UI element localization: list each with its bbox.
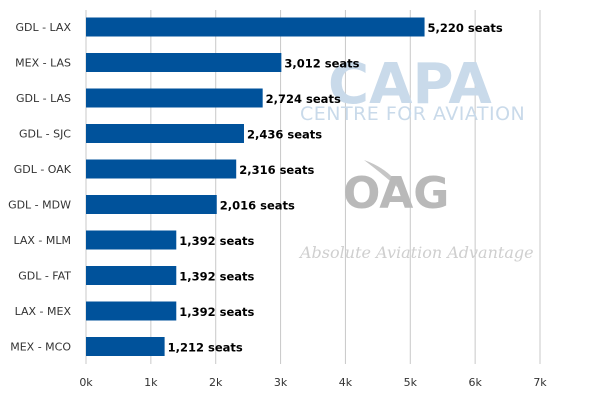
bar (86, 337, 165, 356)
data-label: 2,436 seats (247, 128, 322, 142)
data-label: 2,724 seats (266, 92, 341, 106)
data-label: 3,012 seats (284, 57, 359, 71)
data-label: 2,316 seats (239, 163, 314, 177)
x-tick-label: 2k (209, 376, 223, 389)
x-tick-label: 0k (79, 376, 93, 389)
oag-tagline-watermark: Absolute Aviation Advantage (298, 243, 534, 262)
category-label: GDL - LAX (15, 21, 71, 34)
category-label: MEX - MCO (10, 341, 71, 354)
x-tick-label: 5k (404, 376, 418, 389)
bar (86, 159, 237, 179)
data-label: 1,392 seats (179, 270, 254, 284)
x-tick-label: 7k (533, 376, 547, 389)
category-label: GDL - LAS (16, 92, 71, 105)
x-tick-label: 3k (274, 376, 288, 389)
data-label: 5,220 seats (428, 21, 503, 35)
category-label: GDL - OAK (14, 163, 72, 176)
category-label: GDL - SJC (19, 128, 71, 141)
category-label: MEX - LAS (15, 57, 71, 70)
x-tick-label: 4k (339, 376, 353, 389)
bar (86, 17, 425, 37)
category-label: GDL - FAT (18, 270, 71, 283)
bar (86, 230, 177, 250)
x-tick-label: 1k (144, 376, 158, 389)
bar (86, 88, 263, 108)
bars-layer (86, 17, 425, 356)
data-label: 1,392 seats (179, 234, 254, 248)
category-label: LAX - MEX (15, 305, 72, 318)
bar (86, 301, 177, 321)
bar (86, 266, 177, 285)
category-label: GDL - MDW (8, 199, 71, 212)
bar (86, 195, 217, 214)
oag-logo-watermark: OAG (343, 168, 449, 219)
data-label: 1,392 seats (179, 305, 254, 319)
data-label: 1,212 seats (168, 341, 243, 355)
capa-logo-watermark: CAPA (328, 52, 492, 117)
bar (86, 124, 244, 143)
category-label: LAX - MLM (13, 234, 71, 247)
labels-layer: 0k 1k 2k 3k 4k 5k 6k 7k GDL - LAX 5,220 seats MEX … (8, 21, 547, 389)
capa-subtitle-watermark: CENTRE FOR AVIATION (300, 103, 525, 125)
data-label: 2,016 seats (220, 199, 295, 213)
watermark-layer: CAPA CENTRE FOR AVIATION OAG Absolute Av… (298, 52, 534, 262)
bar (86, 53, 282, 72)
x-tick-label: 6k (468, 376, 482, 389)
